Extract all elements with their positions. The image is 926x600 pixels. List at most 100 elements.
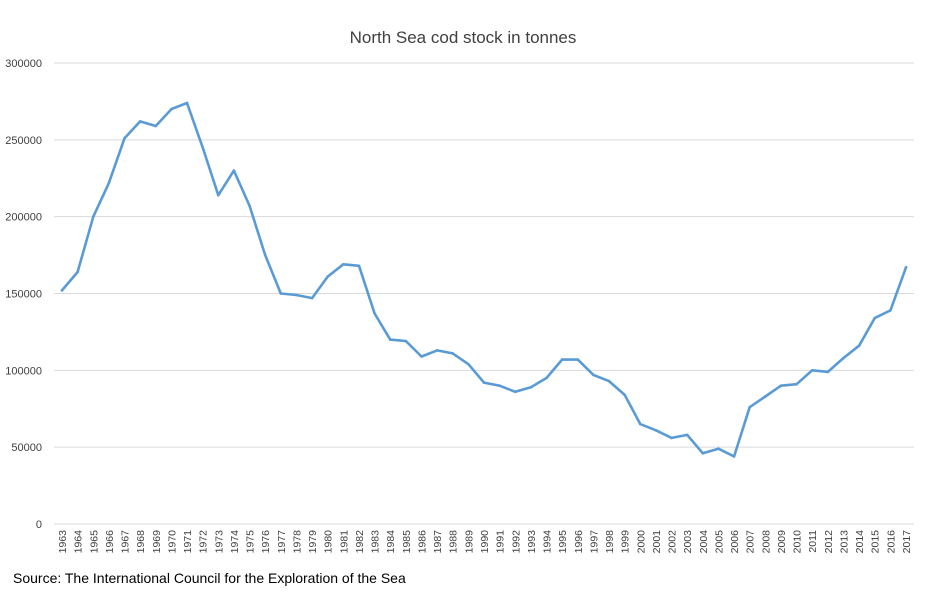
- x-tick-label: 1974: [229, 530, 241, 554]
- y-tick-label: 200000: [5, 212, 42, 224]
- x-tick-label: 1992: [510, 530, 522, 554]
- data-point: [310, 296, 314, 300]
- x-tick-label: 1970: [166, 530, 178, 554]
- x-tick-label: 1993: [526, 530, 538, 554]
- y-tick-label: 300000: [5, 58, 42, 70]
- x-tick-label: 1984: [385, 530, 397, 554]
- data-point: [435, 349, 439, 352]
- data-point: [248, 204, 251, 208]
- data-point: [482, 381, 486, 384]
- data-point: [826, 370, 830, 374]
- x-tick-label: 1999: [620, 530, 632, 554]
- x-tick-label: 1982: [354, 530, 366, 554]
- x-tick-label: 1971: [182, 530, 194, 554]
- x-tick-label: 1976: [260, 530, 272, 554]
- data-point: [857, 344, 861, 348]
- data-point: [592, 373, 595, 377]
- data-point: [326, 275, 330, 278]
- x-tick-label: 2002: [667, 530, 679, 554]
- series-line: [60, 101, 908, 458]
- data-point: [342, 263, 345, 266]
- x-tick-label: 2003: [682, 530, 694, 554]
- x-tick-label: 1963: [57, 530, 69, 554]
- y-tick-label: 250000: [5, 135, 42, 147]
- data-point: [529, 385, 533, 389]
- data-point: [904, 266, 908, 269]
- data-point: [388, 338, 392, 341]
- data-point: [654, 428, 658, 432]
- data-point: [154, 124, 158, 128]
- x-tick-label: 2008: [760, 530, 772, 554]
- data-point: [873, 316, 877, 320]
- data-point: [170, 107, 173, 111]
- x-tick-label: 1985: [401, 530, 413, 554]
- x-tick-label: 2017: [901, 530, 913, 554]
- data-point: [560, 358, 564, 361]
- x-axis-ticks: 1963 1964 1965 1966 1967 1968 1969 1970 1971 1972…: [57, 530, 913, 554]
- data-point: [404, 339, 408, 343]
- data-point: [685, 433, 689, 437]
- x-tick-label: 1969: [151, 530, 163, 554]
- gridlines: [54, 62, 914, 525]
- x-tick-label: 2016: [885, 530, 897, 554]
- x-tick-label: 1989: [463, 530, 475, 554]
- data-point: [513, 390, 517, 394]
- x-tick-label: 1988: [448, 530, 460, 554]
- x-tick-label: 2014: [854, 530, 866, 554]
- data-point: [498, 384, 501, 388]
- x-tick-label: 1965: [88, 530, 100, 554]
- data-point: [545, 376, 548, 380]
- data-point: [810, 369, 814, 372]
- data-point: [107, 181, 111, 185]
- data-point: [638, 422, 642, 426]
- x-tick-label: 1995: [557, 530, 569, 554]
- x-tick-label: 1967: [120, 530, 132, 554]
- x-tick-label: 1972: [198, 530, 210, 554]
- data-point: [357, 264, 361, 268]
- x-tick-label: 1964: [73, 530, 85, 554]
- x-tick-label: 2010: [792, 530, 804, 554]
- x-tick-label: 1975: [245, 530, 257, 554]
- x-tick-label: 2011: [807, 530, 819, 553]
- data-point: [623, 393, 626, 397]
- x-tick-label: 2006: [729, 530, 741, 554]
- x-tick-label: 2015: [870, 530, 882, 554]
- x-tick-label: 1998: [604, 530, 616, 554]
- y-tick-label: 50000: [11, 442, 42, 454]
- x-tick-label: 2001: [651, 530, 663, 554]
- y-axis-ticks: 0 50000 100000 150000 200000 250000 300000: [5, 58, 42, 531]
- chart-title: North Sea cod stock in tonnes: [350, 28, 577, 47]
- data-point: [279, 292, 283, 295]
- y-tick-label: 0: [36, 519, 42, 531]
- data-point: [701, 452, 705, 455]
- x-tick-label: 1996: [573, 530, 585, 554]
- data-point: [732, 455, 736, 458]
- data-point: [76, 270, 79, 274]
- x-tick-label: 1997: [588, 530, 600, 554]
- data-point: [60, 289, 64, 292]
- series-layer: [60, 101, 908, 458]
- x-tick-label: 1968: [135, 530, 147, 554]
- data-point: [670, 436, 673, 440]
- x-tick-label: 2012: [823, 530, 835, 554]
- x-tick-label: 1980: [323, 530, 335, 554]
- data-point: [748, 405, 752, 409]
- x-tick-label: 2009: [776, 530, 788, 554]
- data-point: [216, 193, 220, 197]
- data-point: [779, 384, 783, 388]
- data-point: [764, 395, 767, 398]
- x-tick-label: 2005: [713, 530, 725, 554]
- data-point: [795, 382, 798, 386]
- data-point: [576, 358, 580, 361]
- x-tick-label: 1987: [432, 530, 444, 554]
- y-tick-label: 150000: [5, 289, 42, 301]
- x-tick-label: 1990: [479, 530, 491, 554]
- data-point: [842, 356, 845, 360]
- x-tick-label: 1994: [542, 530, 554, 554]
- data-point: [451, 352, 455, 355]
- x-tick-label: 1973: [213, 530, 225, 554]
- data-point: [123, 136, 126, 140]
- x-tick-label: 1981: [338, 530, 350, 554]
- x-tick-label: 1977: [276, 530, 288, 554]
- data-point: [263, 253, 267, 257]
